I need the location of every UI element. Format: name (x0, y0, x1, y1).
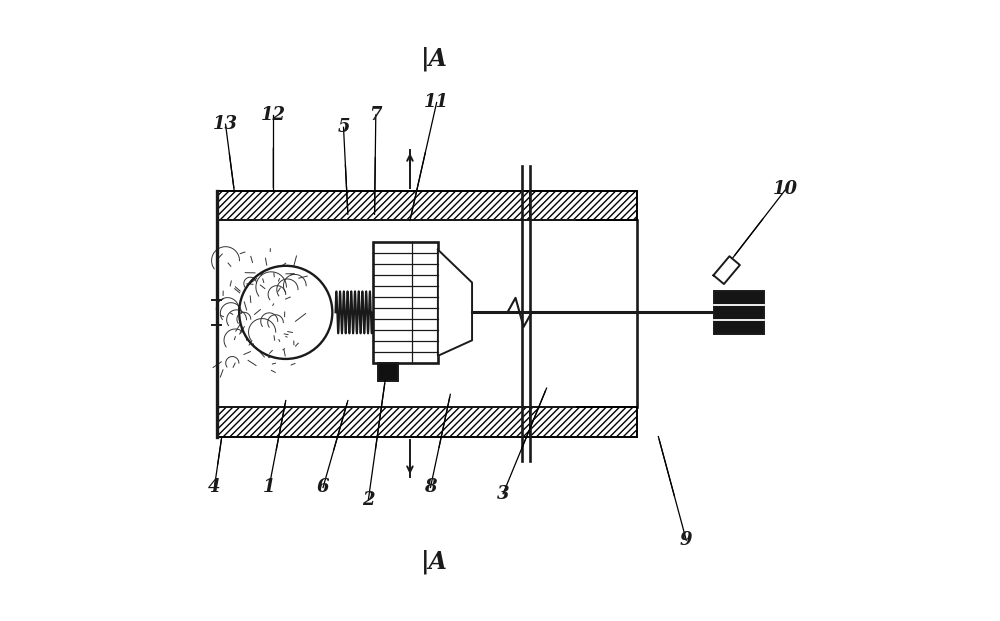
Text: 8: 8 (424, 479, 437, 496)
Bar (217, 191, 575, 220)
Bar (530, 407, 637, 437)
Text: 12: 12 (261, 106, 286, 124)
Polygon shape (713, 256, 740, 284)
Text: 11: 11 (424, 94, 449, 111)
Text: 7: 7 (370, 106, 382, 124)
Bar (373, 242, 438, 363)
Bar (378, 363, 398, 381)
Text: 5: 5 (337, 119, 350, 136)
Text: |A: |A (421, 47, 448, 71)
Polygon shape (438, 250, 472, 356)
Text: 10: 10 (773, 181, 798, 198)
Text: 3: 3 (497, 485, 509, 502)
Bar (714, 291, 764, 334)
Text: 4: 4 (208, 479, 221, 496)
Bar (530, 191, 637, 220)
Text: 6: 6 (317, 479, 329, 496)
Text: 13: 13 (213, 116, 238, 133)
Text: |A: |A (421, 550, 448, 574)
Text: 1: 1 (263, 479, 275, 496)
Text: 9: 9 (680, 532, 693, 549)
Text: 2: 2 (362, 491, 375, 509)
Bar (217, 407, 575, 437)
